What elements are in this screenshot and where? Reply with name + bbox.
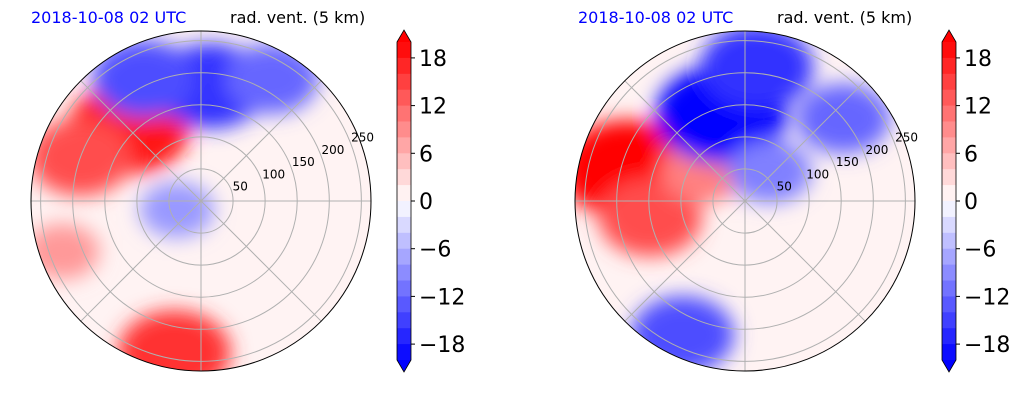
colorbar-extend-bottom — [397, 360, 411, 372]
field-feature — [224, 43, 319, 114]
colorbar-segment — [942, 232, 956, 250]
colorbar-extend-bottom — [942, 360, 956, 372]
colorbar-segment — [397, 105, 411, 122]
colorbar-outline — [396, 29, 412, 373]
colorbar-tick-label: −12 — [419, 285, 465, 310]
grid-spoke — [744, 200, 866, 322]
colorbar-tick-label: 6 — [964, 142, 978, 167]
field-feature — [92, 40, 196, 118]
colorbar-extend-top — [397, 30, 411, 42]
radial-tick-label: 150 — [836, 155, 859, 169]
colorbar-tick-label: 12 — [964, 95, 992, 120]
grid-spoke — [624, 200, 746, 322]
colorbar-segment — [397, 296, 411, 313]
colorbar-segment — [397, 344, 411, 361]
colorbar-segment — [942, 57, 956, 75]
colorbar-segment — [397, 57, 411, 75]
colorbar-tick-label: −18 — [964, 333, 1010, 358]
colorbar-tick-label: 0 — [419, 190, 433, 215]
radial-tick-label: 250 — [351, 131, 374, 145]
colorbar-segment — [397, 280, 411, 297]
colorbar-segment — [942, 344, 956, 361]
colorbar-segment — [397, 216, 411, 234]
grid-spoke — [80, 80, 202, 202]
polar-chart-right: 50 100 150 200 250 18 12 6 0 −6 −12 −18 — [574, 29, 1010, 373]
colorbar-segment — [942, 312, 956, 329]
colorbar-segment — [942, 73, 956, 91]
colorbar-tick-label: −18 — [419, 333, 465, 358]
colorbar-segment — [397, 201, 411, 218]
radial-tick-label: 200 — [322, 143, 345, 157]
radial-tick-label: 200 — [866, 143, 889, 157]
colorbar-tick-label: 18 — [419, 47, 447, 72]
colorbar-segment — [397, 185, 411, 202]
colorbar-segment — [942, 216, 956, 234]
colorbar-segment — [397, 264, 411, 281]
colorbar-segment — [397, 328, 411, 345]
field-feature — [31, 223, 100, 280]
grid-spoke — [200, 80, 322, 202]
colorbar-outline — [941, 29, 957, 373]
colorbar-segment — [397, 137, 411, 154]
colorbar-tick-label: −6 — [964, 238, 996, 263]
radial-tick-label: 50 — [777, 180, 792, 194]
colorbar-tick-label: 18 — [964, 47, 992, 72]
colorbar-segment — [942, 280, 956, 297]
panel-time-title: 2018-10-08 02 UTC — [578, 8, 734, 27]
grid-spoke — [624, 80, 746, 202]
colorbar-segment — [942, 105, 956, 122]
grid-spoke — [200, 200, 322, 322]
field-feature — [139, 181, 215, 238]
polar-chart-left: 50 100 150 200 250 18 12 6 0 −6 −12 −18 — [30, 29, 465, 373]
radial-tick-label: 100 — [806, 167, 829, 181]
colorbar-segment — [942, 185, 956, 202]
data-field — [31, 31, 371, 371]
colorbar-segment — [942, 42, 956, 59]
field-feature — [727, 140, 812, 204]
colorbar-segment — [397, 153, 411, 170]
colorbar-segment — [942, 153, 956, 170]
colorbar-segment — [942, 137, 956, 154]
radial-tick-label: 50 — [233, 180, 248, 194]
data-field — [575, 31, 915, 371]
colorbar-extend-top — [942, 30, 956, 42]
radial-tick-label: 250 — [895, 131, 918, 145]
radial-tick-label: 100 — [262, 167, 285, 181]
colorbar-tick-label: 6 — [419, 142, 433, 167]
colorbar-segment — [942, 89, 956, 107]
colorbar-segment — [397, 42, 411, 59]
colorbar-segment — [397, 232, 411, 250]
colorbar-segment — [942, 169, 956, 186]
field-feature — [700, 31, 814, 110]
field-feature — [117, 310, 231, 371]
grid-spoke — [744, 80, 866, 202]
colorbar-tick-label: 12 — [419, 95, 447, 120]
colorbar-segment — [942, 201, 956, 218]
colorbar-tick-label: −12 — [964, 285, 1010, 310]
polar-boundary — [574, 30, 916, 372]
polar-boundary — [30, 30, 372, 372]
colorbar-segment — [397, 312, 411, 329]
colorbar-segment — [942, 328, 956, 345]
grid-spoke — [80, 200, 202, 322]
colorbar-segment — [942, 296, 956, 313]
colorbar-segment — [942, 264, 956, 281]
colorbar-segment — [397, 89, 411, 107]
left-panel: 2018-10-08 02 UTC rad. vent. (5 km) 50 10… — [30, 8, 465, 373]
colorbar-segment — [942, 248, 956, 266]
colorbar-segment — [942, 121, 956, 138]
colorbar-tick-label: −6 — [419, 238, 451, 263]
colorbar-segment — [397, 248, 411, 266]
colorbar-tick-label: 0 — [964, 190, 978, 215]
field-feature — [631, 296, 735, 371]
radial-tick-label: 150 — [292, 155, 315, 169]
right-panel: 2018-10-08 02 UTC rad. vent. (5 km) 50 10… — [547, 0, 1028, 401]
panel-time-title: 2018-10-08 02 UTC — [31, 8, 187, 27]
colorbar-segment — [397, 121, 411, 138]
colorbar-segment — [397, 73, 411, 91]
panel-variable-title: rad. vent. (5 km) — [230, 8, 366, 27]
colorbar-segment — [397, 169, 411, 186]
panel-variable-title: rad. vent. (5 km) — [777, 8, 913, 27]
